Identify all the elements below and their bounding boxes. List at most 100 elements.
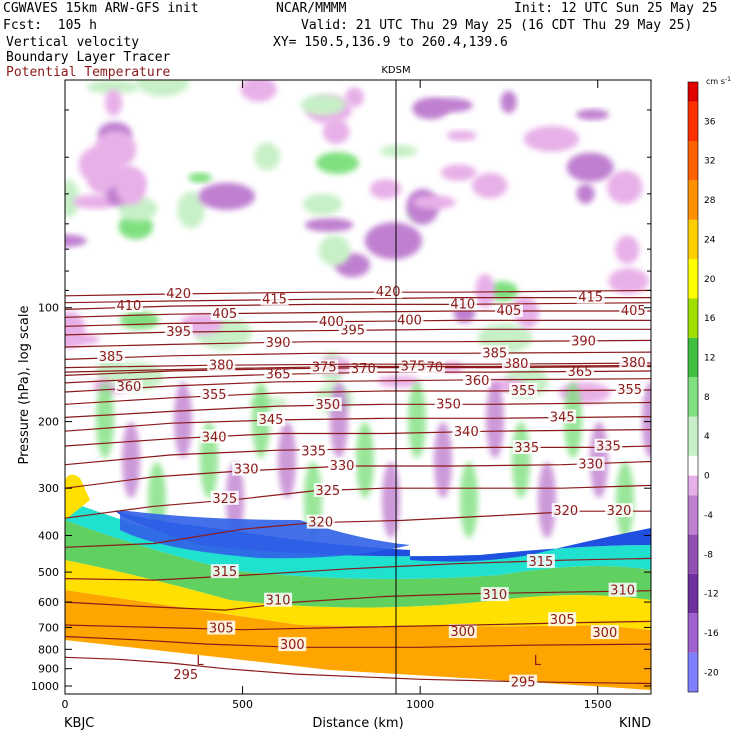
isentrope-label-bg xyxy=(313,397,342,412)
x-tick-label: 1000 xyxy=(406,698,434,711)
isentrope-label: 315 xyxy=(528,555,553,570)
colorbar: -20 -16 -12 -8 -4 0 4 8 12 16 20 24 28 32 36 xyxy=(687,81,719,693)
isentrope-label-bg xyxy=(619,302,648,317)
isentrope-label: 320 xyxy=(607,504,632,519)
field-blob xyxy=(364,222,423,260)
field-blob xyxy=(65,333,100,346)
isentrope-label-bg xyxy=(207,357,236,372)
isentrope-315 xyxy=(65,557,651,581)
isentrope-label: 385 xyxy=(482,346,507,361)
isentrope-label-bg xyxy=(97,349,126,364)
y-tick-label: 300 xyxy=(38,482,59,495)
y-tick-label: 500 xyxy=(38,566,59,579)
field-blob xyxy=(345,87,364,108)
isentrope-label-bg xyxy=(164,324,193,339)
isentrope-label-bg xyxy=(462,372,491,387)
colorbar-segment xyxy=(688,416,698,456)
field-blob xyxy=(616,462,634,538)
field-blob xyxy=(278,422,296,498)
isentrope-label: 335 xyxy=(596,440,621,455)
below-ground xyxy=(65,640,651,694)
isentrope-label-bg xyxy=(399,358,428,373)
isentrope-label-bg xyxy=(576,456,605,471)
isentrope-label-bg xyxy=(480,345,509,360)
isentrope-label-bg xyxy=(260,291,289,306)
field-blob xyxy=(377,375,421,388)
colorbar-unit: cm s-1 xyxy=(706,76,731,86)
isentrope-label: 365 xyxy=(266,367,291,382)
colorbar-segment xyxy=(688,219,698,260)
field-blob xyxy=(608,268,649,294)
field-blob xyxy=(104,89,123,116)
isentrope-label: 380 xyxy=(209,358,234,373)
colorbar-segment xyxy=(688,455,698,476)
colorbar-tick-label: 28 xyxy=(704,196,716,206)
isentrope-label: 320 xyxy=(553,504,578,519)
field-blob xyxy=(642,382,651,458)
isentrope-390 xyxy=(65,339,651,348)
isentrope-325 xyxy=(65,484,651,519)
isentrope-label-bg xyxy=(590,625,619,640)
colorbar-tick-label: 20 xyxy=(704,275,716,285)
field-boundary-layer-tracer: Boundary Layer Tracer xyxy=(6,50,171,65)
isentrope-label: 320 xyxy=(308,516,333,531)
colorbar-segment xyxy=(688,141,698,181)
isentrope-label-bg xyxy=(548,409,577,424)
isentrope-380 xyxy=(65,362,651,369)
isentrope-label: 340 xyxy=(454,425,479,440)
cross-section-coords: XY= 150.5,136.9 to 260.4,139.6 xyxy=(273,35,508,50)
isentrope-label-bg xyxy=(548,612,577,627)
isentrope-label: 380 xyxy=(621,356,646,371)
field-blob xyxy=(136,80,190,97)
isentrope-label-bg xyxy=(264,366,293,381)
axes: 0 500 1000 1500 100 200 300 400 500 600 700 800 900 1… xyxy=(31,79,652,711)
field-blob xyxy=(475,273,495,309)
field-blob xyxy=(460,462,478,538)
tracer-band-yellow xyxy=(65,560,651,630)
field-blob xyxy=(440,164,477,181)
colorbar-tick-label: 32 xyxy=(704,157,715,167)
isentrope-label-bg xyxy=(395,312,424,327)
isentrope-label-bg xyxy=(551,503,580,518)
field-blob xyxy=(412,97,450,120)
y-tick-label: 600 xyxy=(38,596,59,609)
colorbar-segment xyxy=(688,534,698,574)
field-blob xyxy=(576,183,595,204)
field-blob xyxy=(198,182,256,211)
center-label: NCAR/MMMM xyxy=(276,1,347,16)
isentrope-label-bg xyxy=(526,553,555,568)
isentrope-label-bg xyxy=(452,423,481,438)
isentrope-400 xyxy=(65,319,651,327)
colorbar-segment xyxy=(688,259,698,299)
field-blob xyxy=(538,462,556,538)
field-blob xyxy=(116,171,146,205)
isentrope-label: 345 xyxy=(550,410,575,425)
isentrope-label-bg xyxy=(264,592,293,607)
isentrope-label: 370 xyxy=(351,362,376,377)
isentrope-label: 345 xyxy=(259,413,284,428)
isentrope-340 xyxy=(65,429,651,447)
colorbar-segment xyxy=(688,377,698,417)
y-tick-label: 800 xyxy=(38,643,59,656)
field-blob xyxy=(575,109,610,121)
isentrope-label: 415 xyxy=(578,291,603,306)
isentrope-label-bg xyxy=(480,587,509,602)
valid-time: Valid: 21 UTC Thu 29 May 25 (16 CDT Thu … xyxy=(301,18,693,33)
field-blob xyxy=(356,422,374,498)
y-tick-label: 100 xyxy=(38,302,59,315)
isentrope-label: 420 xyxy=(166,287,191,302)
field-blob xyxy=(96,382,114,458)
colorbar-tick-label: 36 xyxy=(704,117,716,127)
isentrope-385 xyxy=(65,351,651,360)
isentrope-295 xyxy=(65,656,651,685)
isentrope-label-bg xyxy=(569,333,598,348)
isentrope-label-bg xyxy=(306,514,335,529)
colorbar-segment xyxy=(688,613,698,653)
field-blob xyxy=(408,382,426,458)
y-tick-label: 1000 xyxy=(31,680,59,693)
isentrope-label-bg xyxy=(210,306,239,321)
isentrope-label-bg xyxy=(171,666,200,681)
isentrope-label-bg xyxy=(448,296,477,311)
isentrope-label-bg xyxy=(512,440,541,455)
isentrope-label: 295 xyxy=(173,668,198,683)
